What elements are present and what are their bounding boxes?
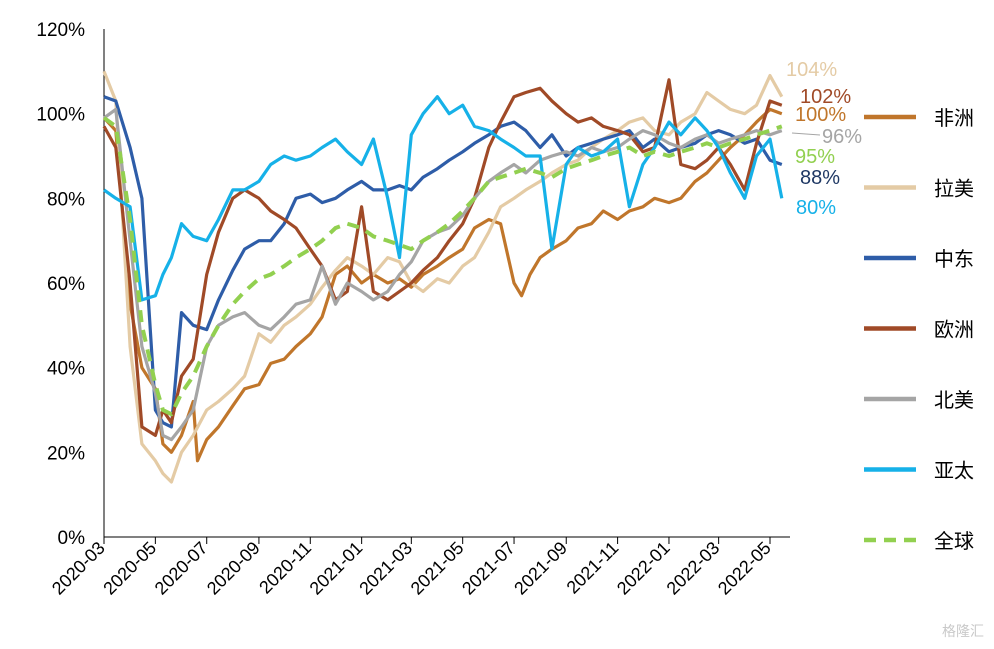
legend-label: 拉美 — [934, 177, 974, 201]
legend-label: 欧洲 — [934, 318, 974, 342]
series-line-亚太 — [103, 95, 784, 302]
end-label-亚太: 80% — [796, 197, 836, 219]
legend-label: 北美 — [934, 388, 974, 412]
legend-label: 非洲 — [934, 106, 974, 130]
x-tick-label: 2022-05 — [714, 538, 775, 599]
x-tick-label: 2022-01 — [613, 538, 674, 599]
x-tick-label: 2020-05 — [99, 538, 160, 599]
series-line-中东 — [103, 95, 783, 429]
end-labels: 100% 104% 88% 102% 96% 80% 95% — [786, 59, 862, 219]
plot-area — [102, 70, 784, 484]
y-tick-label: 60% — [47, 274, 85, 295]
y-axis: 0% 20% 40% 60% 80% 100% 120% — [36, 20, 105, 549]
x-tick-label: 2021-07 — [458, 538, 519, 599]
x-tick-label: 2022-03 — [663, 538, 724, 599]
legend-label: 全球 — [934, 529, 974, 553]
series-line-非洲 — [102, 107, 783, 463]
y-tick-label: 80% — [47, 189, 85, 210]
x-axis: 2020-032020-052020-072020-092020-112021-… — [48, 536, 790, 599]
x-tick-label: 2021-03 — [355, 538, 416, 599]
end-label-全球: 95% — [795, 146, 835, 168]
x-tick-label: 2021-09 — [510, 538, 571, 599]
end-label-非洲: 100% — [795, 104, 846, 126]
legend-label: 中东 — [934, 247, 974, 271]
x-tick-label: 2020-11 — [255, 538, 315, 598]
x-tick-label: 2020-09 — [203, 538, 264, 599]
y-tick-label: 0% — [58, 528, 86, 549]
x-tick-label: 2021-05 — [407, 538, 468, 599]
y-tick-label: 100% — [36, 105, 85, 126]
label-leader-line — [791, 132, 821, 136]
y-tick-label: 40% — [47, 359, 85, 380]
legend-label: 亚太 — [934, 459, 974, 483]
y-tick-label: 20% — [47, 443, 85, 464]
series-line-拉美 — [102, 70, 784, 484]
end-label-欧洲: 102% — [800, 86, 851, 108]
series-line-欧洲 — [102, 78, 783, 437]
y-tick-label: 120% — [36, 20, 85, 41]
series-line-全球 — [102, 116, 783, 417]
end-label-北美: 96% — [822, 126, 862, 148]
end-label-中东: 88% — [800, 167, 840, 189]
watermark: 格隆汇 — [942, 624, 984, 640]
x-tick-label: 2021-11 — [563, 538, 623, 598]
end-label-拉美: 104% — [786, 59, 837, 81]
x-tick-label: 2020-07 — [151, 538, 212, 599]
x-tick-label: 2021-01 — [306, 538, 367, 599]
